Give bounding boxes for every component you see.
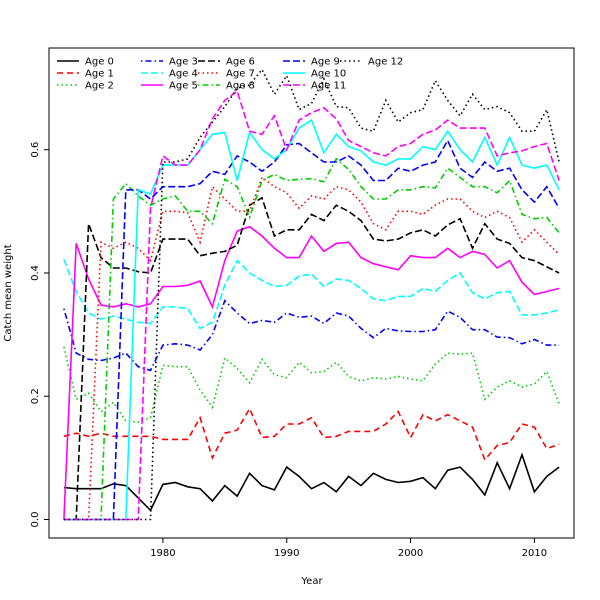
series-line-age-0 [63,452,560,512]
legend-label: Age 5 [169,81,198,92]
legend-label: Age 11 [311,81,346,92]
series-line-age-11 [63,89,560,521]
x-tick-label: 1980 [150,548,175,559]
legend-label: Age 8 [226,81,255,92]
series-line-age-7 [63,176,560,521]
series-line-age-10 [63,118,560,521]
x-axis: 1980 1990 2000 2010 [150,538,547,559]
y-axis-label: Catch mean weight [3,244,14,341]
series-line-age-12 [63,68,560,521]
legend-label: Age 7 [226,69,255,80]
x-tick-label: 1990 [274,548,299,559]
series-line-age-1 [63,406,560,462]
legend-label: Age 2 [85,81,114,92]
series-line-age-2 [63,346,560,423]
x-tick-label: 2000 [398,548,423,559]
y-tick-label: 0.2 [30,388,41,404]
series-line-age-8 [63,157,560,521]
series-line-age-3 [63,299,560,372]
y-tick-label: 0.4 [30,265,41,281]
legend-label: Age 10 [311,69,346,80]
legend-label: Age 0 [85,57,114,68]
y-tick-label: 0.6 [30,142,41,158]
plot-frame [48,47,575,539]
x-axis-label: Year [300,576,323,587]
y-tick-label: 0.0 [30,512,41,528]
x-tick-label: 2010 [522,548,547,559]
legend-label: Age 1 [85,69,114,80]
series-line-age-5 [63,225,560,520]
series-line-age-6 [63,196,560,521]
legend-label: Age 3 [169,57,198,68]
series-line-age-9 [63,138,560,521]
series-layer [63,68,560,521]
y-axis: 0.0 0.2 0.4 0.6 [30,142,49,528]
legend-label: Age 4 [169,69,198,80]
legend-label: Age 9 [311,57,340,68]
legend-label: Age 12 [368,57,403,68]
legend-label: Age 6 [226,57,255,68]
